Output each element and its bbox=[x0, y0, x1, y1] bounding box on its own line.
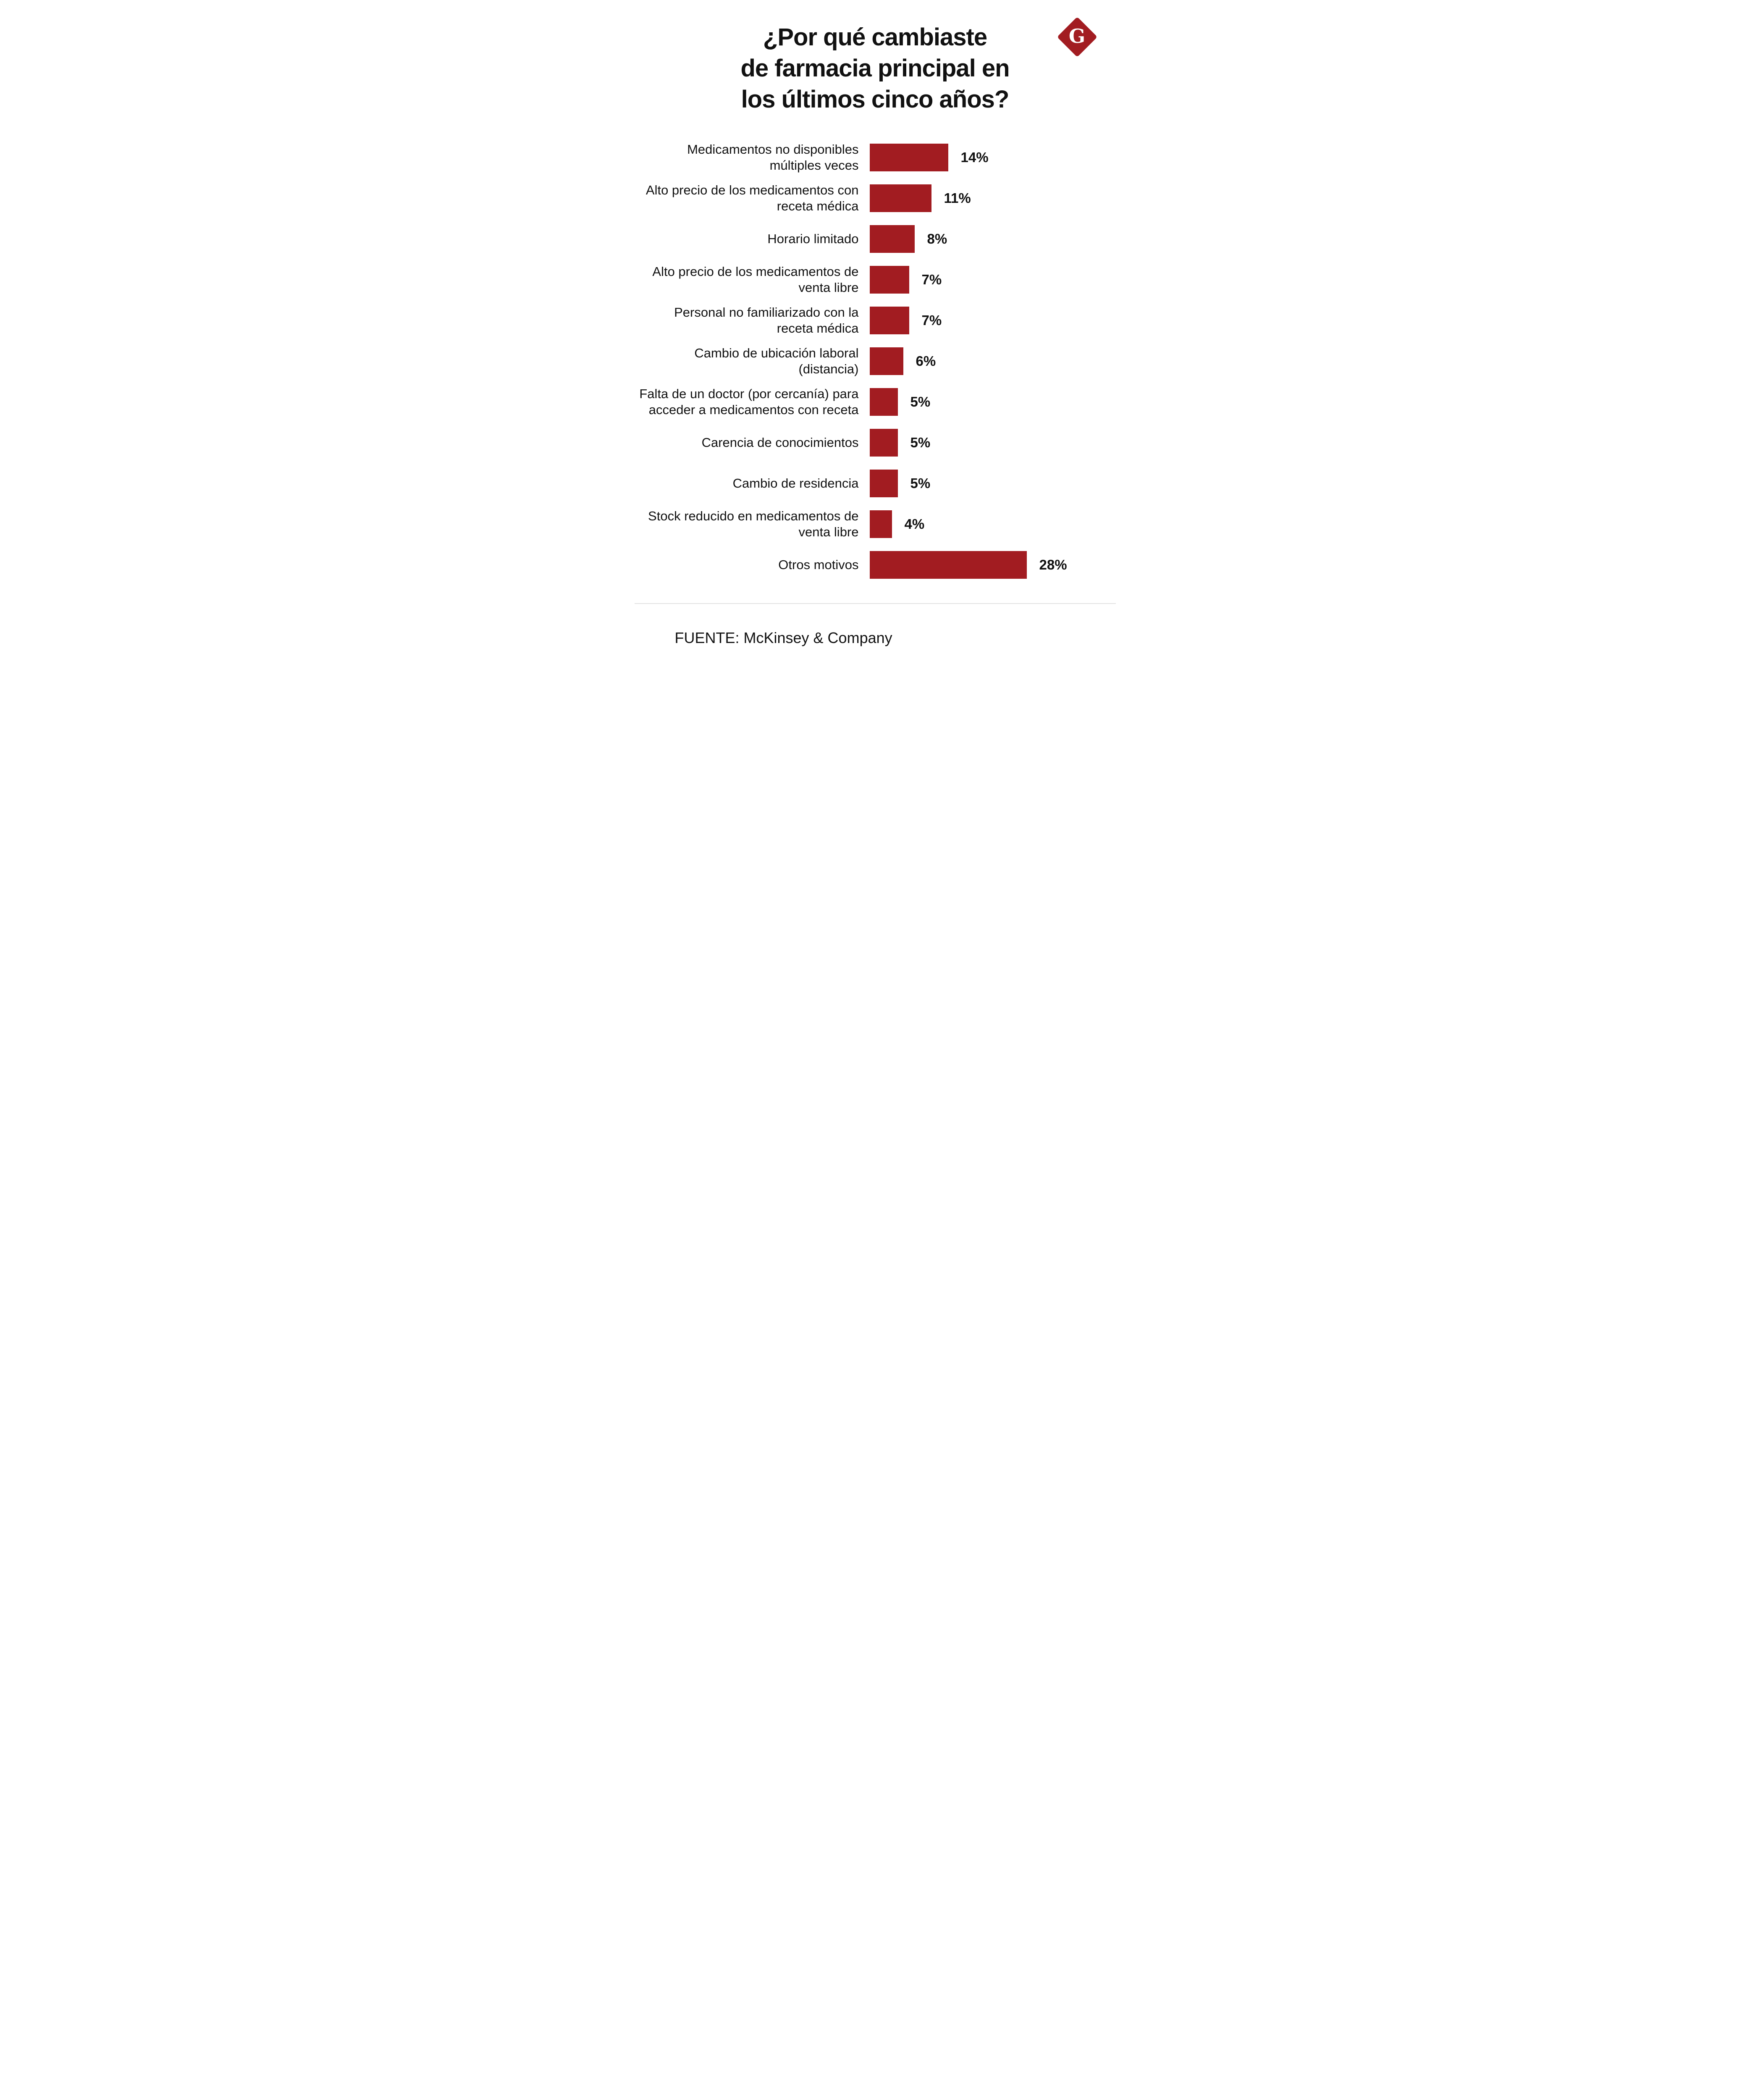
chart-title-line-2: de farmacia principal en bbox=[740, 55, 1010, 82]
chart-row: Alto precio de los medicamentos con rece… bbox=[635, 178, 1116, 219]
bar-label: Carencia de conocimientos bbox=[701, 435, 859, 450]
bar-label: Personal no familiarizado con la receta … bbox=[674, 305, 859, 336]
bar-label: Falta de un doctor (por cercanía) para a… bbox=[639, 386, 859, 417]
bar-label: Alto precio de los medicamentos de venta… bbox=[652, 264, 859, 295]
bar-area: 5% bbox=[869, 388, 1116, 416]
bar-label: Otros motivos bbox=[778, 557, 859, 572]
source-text: FUENTE: McKinsey & Company bbox=[674, 629, 892, 646]
chart-row: Cambio de ubicación laboral (distancia) 6… bbox=[635, 341, 1116, 382]
chart-row: Horario limitado 8% bbox=[635, 219, 1116, 260]
bar bbox=[869, 551, 1027, 579]
bar bbox=[869, 388, 898, 416]
bar-area: 5% bbox=[869, 470, 1116, 498]
bar-value: 5% bbox=[910, 435, 931, 451]
chart-row: Alto precio de los medicamentos de venta… bbox=[635, 260, 1116, 300]
bar bbox=[869, 225, 915, 253]
bar-label: Stock reducido en medicamentos de venta … bbox=[648, 509, 859, 540]
chart-title: ¿Por qué cambiaste de farmacia principal… bbox=[635, 0, 1116, 116]
bar-area: 7% bbox=[869, 307, 1116, 335]
footer-divider bbox=[634, 603, 1116, 604]
bar-area: 4% bbox=[869, 510, 1116, 538]
chart-row: Otros motivos 28% bbox=[635, 545, 1116, 585]
chart-title-line-1: ¿Por qué cambiaste bbox=[763, 24, 987, 51]
bar-label: Horario limitado bbox=[767, 231, 859, 247]
bar-area: 8% bbox=[869, 225, 1116, 253]
bar-area: 11% bbox=[869, 184, 1116, 213]
bar-area: 28% bbox=[869, 551, 1116, 579]
infographic: G ¿Por qué cambiaste de farmacia princip… bbox=[634, 0, 1116, 672]
logo-letter-g: G bbox=[1068, 25, 1086, 47]
bar bbox=[869, 429, 898, 457]
chart-row: Medicamentos no disponibles múltiples ve… bbox=[635, 137, 1116, 178]
chart-row: Cambio de residencia 5% bbox=[635, 463, 1116, 504]
chart-row: Stock reducido en medicamentos de venta … bbox=[635, 504, 1116, 545]
bar-value: 5% bbox=[910, 475, 931, 491]
bar-label: Medicamentos no disponibles múltiples ve… bbox=[687, 142, 859, 173]
bar-value: 11% bbox=[944, 190, 971, 206]
bar-area: 14% bbox=[869, 144, 1116, 172]
chart-title-line-3: los últimos cinco años? bbox=[741, 86, 1010, 113]
bar-value: 8% bbox=[927, 231, 947, 247]
bar-value: 4% bbox=[904, 516, 925, 532]
bar-value: 7% bbox=[921, 272, 942, 288]
bar bbox=[869, 510, 892, 538]
bar bbox=[869, 347, 903, 375]
chart-row: Falta de un doctor (por cercanía) para a… bbox=[635, 382, 1116, 423]
bar bbox=[869, 266, 909, 294]
bar-area: 7% bbox=[869, 266, 1116, 294]
bar-value: 6% bbox=[916, 353, 936, 369]
bar bbox=[869, 470, 898, 498]
brand-logo: G bbox=[1056, 16, 1098, 58]
bar-value: 7% bbox=[921, 312, 942, 328]
bar-value: 5% bbox=[910, 394, 931, 410]
bar-value: 28% bbox=[1039, 557, 1067, 573]
bar-area: 6% bbox=[869, 347, 1116, 375]
bar-area: 5% bbox=[869, 429, 1116, 457]
bar-label: Cambio de residencia bbox=[732, 476, 859, 491]
chart-row: Carencia de conocimientos 5% bbox=[635, 423, 1116, 463]
chart-row: Personal no familiarizado con la receta … bbox=[635, 300, 1116, 341]
bar-chart: Medicamentos no disponibles múltiples ve… bbox=[635, 137, 1116, 585]
bar bbox=[869, 144, 948, 172]
bar bbox=[869, 307, 909, 335]
bar bbox=[869, 184, 931, 213]
bar-label: Alto precio de los medicamentos con rece… bbox=[645, 183, 859, 214]
bar-label: Cambio de ubicación laboral (distancia) bbox=[694, 346, 859, 377]
bar-value: 14% bbox=[960, 150, 989, 165]
